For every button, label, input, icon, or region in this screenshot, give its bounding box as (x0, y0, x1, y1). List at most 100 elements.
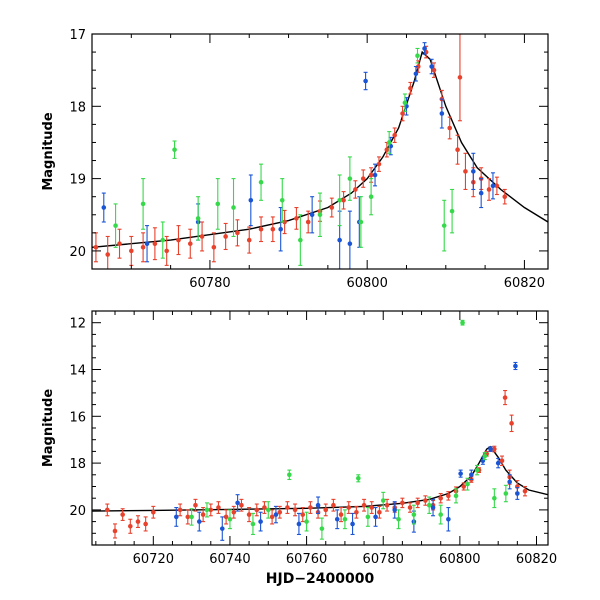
x-tick-label: 60720 (133, 552, 174, 567)
data-point (223, 509, 229, 525)
data-point (507, 474, 512, 490)
data-point (144, 225, 150, 263)
data-point (469, 469, 474, 481)
data-point (294, 206, 299, 230)
data-point (363, 71, 368, 91)
bottom-axes: 60720 60740 60760 60780 60800 60820 12 14 16 18 20 (69, 310, 557, 567)
data-point (447, 116, 453, 140)
data-point (342, 509, 348, 530)
data-point (377, 505, 382, 519)
data-point (117, 228, 122, 259)
data-point (502, 390, 508, 406)
data-point (315, 496, 321, 514)
data-point (356, 474, 361, 483)
x-tick-label: 60780 (363, 552, 404, 567)
data-point (480, 456, 486, 465)
data-point (296, 512, 302, 536)
data-point (495, 457, 501, 469)
data-point (522, 485, 528, 497)
data-point (455, 134, 460, 165)
x-tick-label: 60820 (516, 552, 557, 567)
data-point (113, 203, 118, 248)
data-point (172, 140, 177, 159)
data-point (258, 216, 264, 243)
y-tick-label: 16 (69, 410, 86, 425)
data-point (384, 498, 390, 512)
data-point (262, 501, 267, 514)
data-point (353, 180, 358, 199)
data-point (368, 178, 374, 216)
data-point (488, 446, 493, 452)
data-point (515, 487, 520, 500)
data-point (273, 505, 279, 524)
data-point (422, 42, 427, 55)
data-point (140, 232, 146, 263)
data-point (400, 497, 405, 509)
y-tick-label: 17 (69, 28, 86, 43)
data-point (195, 196, 201, 241)
data-point (415, 497, 421, 509)
data-point (361, 498, 367, 512)
data-point (151, 505, 156, 519)
data-point (347, 156, 353, 201)
data-point (369, 501, 375, 514)
data-point (347, 210, 353, 269)
data-point (478, 178, 484, 209)
data-point (446, 507, 451, 532)
data-point (439, 98, 445, 129)
data-point (461, 482, 466, 491)
data-point (216, 501, 221, 514)
x-tick-label: 60800 (439, 552, 480, 567)
data-point (246, 507, 252, 523)
data-point (265, 501, 271, 519)
data-point (258, 511, 263, 532)
bottom-y-axis-label: Magnitude (41, 389, 56, 468)
data-point (300, 507, 306, 523)
data-point (269, 509, 275, 525)
data-point (176, 225, 181, 256)
data-point (471, 152, 476, 191)
data-point (282, 209, 287, 235)
data-point (152, 227, 158, 261)
data-point (513, 361, 518, 371)
data-point (185, 509, 191, 525)
data-point (323, 503, 329, 517)
data-point (411, 504, 417, 525)
data-point (140, 178, 146, 230)
data-point (309, 196, 315, 234)
data-point (346, 501, 352, 514)
data-point (200, 507, 206, 523)
x-tick-label: 60820 (504, 276, 545, 291)
data-points-layer (93, 34, 508, 269)
data-point (279, 178, 285, 223)
data-point (460, 319, 465, 326)
data-point (258, 163, 264, 201)
data-point (341, 191, 346, 210)
data-point (319, 517, 325, 540)
x-tick-label: 60740 (209, 552, 250, 567)
data-point (235, 494, 240, 512)
data-point (376, 156, 382, 172)
y-tick-label: 14 (69, 364, 86, 379)
top-y-axis-label: Magnitude (41, 112, 56, 191)
data-point (354, 505, 359, 519)
data-point (129, 235, 134, 266)
data-point (250, 512, 256, 536)
data-point (128, 518, 133, 534)
data-point (211, 232, 217, 263)
top-panel: 60780 60800 60820 17 18 19 20 Magnitude (41, 28, 549, 291)
data-point (223, 222, 228, 251)
data-point (187, 228, 193, 259)
data-point (338, 507, 344, 523)
data-point (227, 509, 233, 530)
y-tick-label: 18 (69, 457, 86, 472)
y-tick-label: 18 (69, 100, 86, 115)
data-point (287, 469, 292, 481)
data-point (248, 174, 254, 227)
y-tick-label: 20 (69, 504, 86, 519)
data-point (105, 235, 111, 269)
data-point (438, 492, 444, 504)
data-point (373, 507, 378, 527)
data-point (463, 152, 468, 191)
data-point (317, 192, 323, 238)
